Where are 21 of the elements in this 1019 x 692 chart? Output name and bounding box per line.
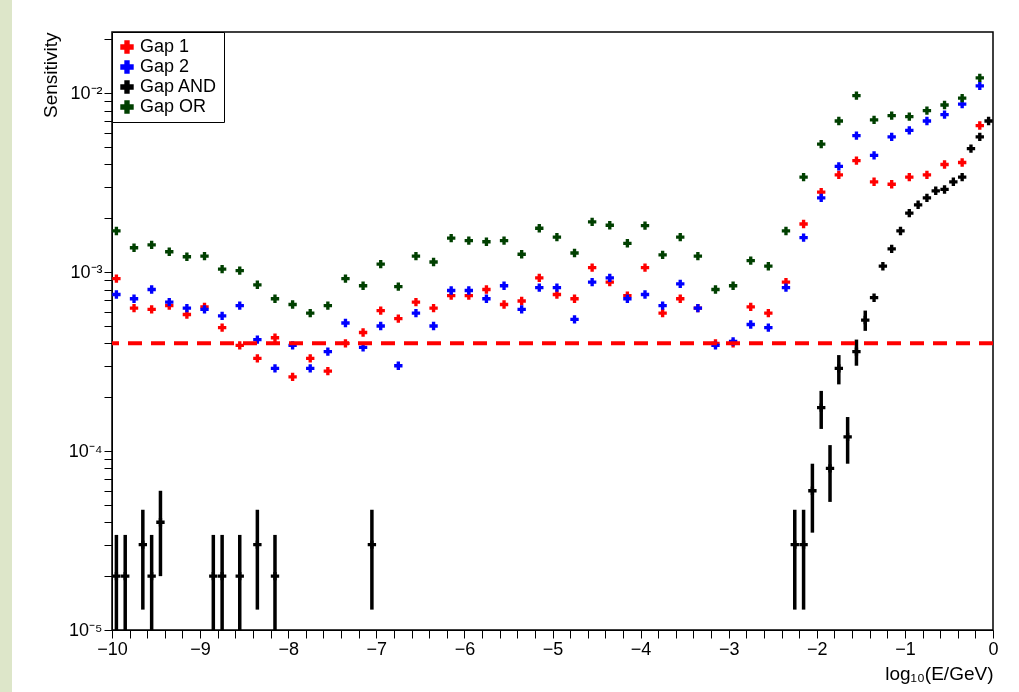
x-tick-label: −1 [895, 638, 916, 659]
x-tick-label: −9 [190, 638, 211, 659]
legend-label: Gap 2 [140, 56, 190, 76]
y-tick-label: 10⁻³ [70, 261, 103, 282]
x-tick-label: −3 [718, 638, 740, 659]
y-tick-label: 10⁻⁵ [69, 619, 103, 640]
y-axis-title: Sensitivity [39, 32, 61, 119]
x-tick-label: −6 [454, 638, 476, 659]
x-axis-title: log₁₀(E/GeV) [885, 662, 994, 684]
x-tick-label: −5 [542, 638, 564, 659]
legend-label: Gap OR [140, 96, 207, 116]
x-tick-label: −2 [807, 638, 828, 659]
legend-label: Gap 1 [140, 36, 190, 56]
x-tick-label: −7 [366, 638, 388, 659]
x-tick-label: −10 [97, 638, 128, 659]
x-tick-label: −8 [278, 638, 299, 659]
x-tick-label: 0 [988, 638, 999, 659]
y-tick-label: 10⁻⁴ [68, 440, 103, 461]
x-tick-label: −4 [630, 638, 652, 659]
legend-label: Gap AND [140, 76, 217, 96]
y-tick-label: 10⁻² [70, 82, 103, 103]
